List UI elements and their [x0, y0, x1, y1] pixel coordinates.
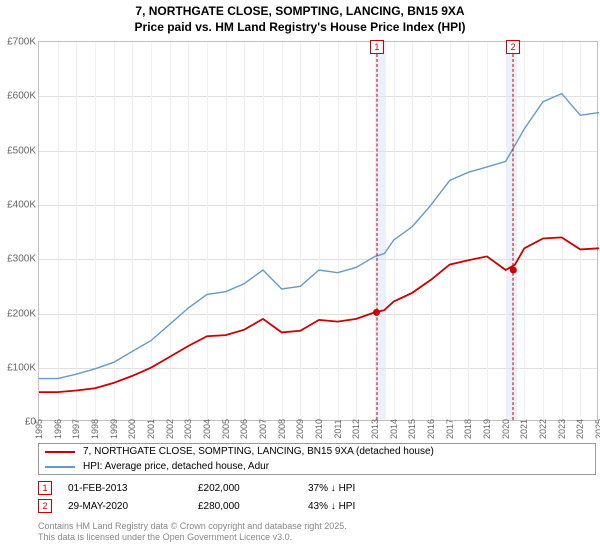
xtick-label: 2009 [295, 419, 305, 439]
xtick-label: 2013 [370, 419, 380, 439]
ytick-label: £600K [1, 91, 36, 102]
legend-box: 7, NORTHGATE CLOSE, SOMPTING, LANCING, B… [38, 443, 596, 475]
chart-plot-area: £0£100K£200K£300K£400K£500K£600K£700K199… [38, 41, 598, 421]
sale-pct-vs-hpi: 37% ↓ HPI [308, 483, 428, 494]
sale-row: 1 01-FEB-2013£202,00037% ↓ HPI [38, 479, 596, 497]
xtick-label: 2001 [146, 419, 156, 439]
ytick-label: £400K [1, 200, 36, 211]
xtick-label: 2016 [426, 419, 436, 439]
sale-row-marker: 2 [38, 499, 52, 513]
xtick-label: 1997 [71, 419, 81, 439]
title-block: 7, NORTHGATE CLOSE, SOMPTING, LANCING, B… [0, 0, 600, 37]
xtick-label: 2014 [389, 419, 399, 439]
ytick-label: £700K [1, 37, 36, 48]
sale-date: 29-MAY-2020 [68, 501, 198, 512]
series-line-hpi [39, 94, 599, 379]
title-line1: 7, NORTHGATE CLOSE, SOMPTING, LANCING, B… [0, 4, 600, 20]
xtick-label: 2025 [594, 419, 600, 439]
xtick-label: 2011 [333, 420, 343, 439]
legend-swatch [45, 466, 75, 468]
footer-line1: Contains HM Land Registry data © Crown c… [38, 521, 596, 532]
xtick-label: 1998 [90, 419, 100, 439]
xtick-label: 2023 [557, 419, 567, 439]
sale-marker-line [376, 54, 377, 420]
xtick-label: 2005 [221, 419, 231, 439]
xtick-label: 2024 [575, 419, 585, 439]
xtick-label: 2007 [258, 419, 268, 439]
sales-table: 1 01-FEB-2013£202,00037% ↓ HPI 2 29-MAY-202… [38, 479, 596, 515]
xtick-label: 2021 [519, 419, 529, 439]
footer-line2: This data is licensed under the Open Gov… [38, 532, 596, 543]
series-line-price_paid [39, 238, 599, 393]
xtick-label: 1995 [34, 419, 44, 439]
ytick-label: £0 [1, 417, 36, 428]
xtick-label: 2006 [239, 419, 249, 439]
xtick-label: 1996 [53, 419, 63, 439]
legend-label: 7, NORTHGATE CLOSE, SOMPTING, LANCING, B… [83, 446, 434, 457]
xtick-label: 2010 [314, 419, 324, 439]
xtick-label: 2018 [463, 419, 473, 439]
sale-row: 2 29-MAY-2020£280,00043% ↓ HPI [38, 497, 596, 515]
sale-price: £280,000 [198, 501, 308, 512]
footer-attribution: Contains HM Land Registry data © Crown c… [38, 521, 596, 543]
ytick-label: £200K [1, 308, 36, 319]
xtick-label: 2004 [202, 419, 212, 439]
xtick-label: 1999 [109, 419, 119, 439]
legend-swatch [45, 451, 75, 453]
xtick-label: 2017 [445, 419, 455, 439]
xtick-label: 2015 [407, 419, 417, 439]
xtick-label: 2012 [351, 419, 361, 439]
sale-marker-line [513, 54, 514, 420]
sale-pct-vs-hpi: 43% ↓ HPI [308, 501, 428, 512]
xtick-label: 2003 [183, 419, 193, 439]
ytick-label: £500K [1, 145, 36, 156]
sale-row-marker: 1 [38, 481, 52, 495]
ytick-label: £100K [1, 362, 36, 373]
sale-price: £202,000 [198, 483, 308, 494]
ytick-label: £300K [1, 254, 36, 265]
sale-marker-box: 2 [506, 40, 520, 54]
sale-marker-box: 1 [370, 40, 384, 54]
legend-label: HPI: Average price, detached house, Adur [83, 461, 269, 472]
xtick-label: 2022 [538, 419, 548, 439]
title-line2: Price paid vs. HM Land Registry's House … [0, 20, 600, 36]
sale-date: 01-FEB-2013 [68, 483, 198, 494]
xtick-label: 2020 [501, 419, 511, 439]
xtick-label: 2000 [127, 419, 137, 439]
legend-item: HPI: Average price, detached house, Adur [39, 459, 595, 474]
xtick-label: 2002 [165, 419, 175, 439]
xtick-label: 2008 [277, 419, 287, 439]
xtick-label: 2019 [482, 419, 492, 439]
legend-item: 7, NORTHGATE CLOSE, SOMPTING, LANCING, B… [39, 444, 595, 459]
chart-container: 7, NORTHGATE CLOSE, SOMPTING, LANCING, B… [0, 0, 600, 560]
